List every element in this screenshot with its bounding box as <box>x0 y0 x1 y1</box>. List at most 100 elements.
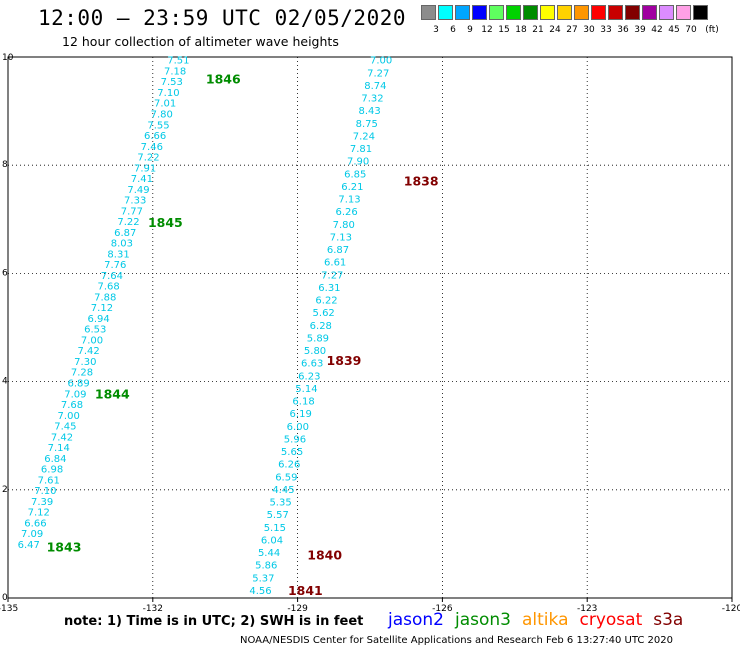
legend-label: 9 <box>467 25 473 35</box>
wave-height-value: 7.68 <box>61 400 83 411</box>
y-tick-label: 0 <box>2 593 8 603</box>
wave-height-value: 7.32 <box>361 94 383 105</box>
legend-swatch <box>506 5 521 20</box>
wave-height-value: 7.81 <box>350 144 372 155</box>
pass-time-label: 1846 <box>206 72 241 87</box>
legend-swatch <box>693 5 708 20</box>
wave-height-value: 6.47 <box>18 540 40 551</box>
wave-height-value: 6.85 <box>344 169 366 180</box>
wave-height-value: 7.13 <box>330 232 352 243</box>
wave-height-value: 5.35 <box>269 498 291 509</box>
legend-label: 70 <box>685 25 697 35</box>
wave-height-value: 8.75 <box>356 119 378 130</box>
satellite-name: jason2 <box>388 610 444 630</box>
legend-swatch <box>591 5 606 20</box>
legend-label: 39 <box>634 25 646 35</box>
wave-height-value: 8.43 <box>359 106 381 117</box>
wave-height-value: 6.23 <box>298 371 320 382</box>
pass-time-label: 1838 <box>404 173 439 188</box>
wave-height-value: 5.96 <box>284 434 306 445</box>
legend-swatch <box>608 5 623 20</box>
wave-height-value: 7.14 <box>48 443 70 454</box>
wave-height-value: 6.21 <box>341 182 363 193</box>
wave-height-value: 6.00 <box>287 422 309 433</box>
wave-height-value: 6.87 <box>327 245 349 256</box>
wave-height-value: 7.22 <box>137 153 159 164</box>
legend-label: 15 <box>498 25 510 35</box>
legend-swatch <box>557 5 572 20</box>
wave-height-value: 7.30 <box>74 357 96 368</box>
legend-label: 36 <box>617 25 629 35</box>
pass-time-label: 1844 <box>95 387 130 402</box>
wave-height-value: 7.33 <box>124 196 146 207</box>
wave-height-value: 7.00 <box>81 335 103 346</box>
wave-height-value: 6.53 <box>84 325 106 336</box>
y-tick-label: 10 <box>2 53 14 63</box>
chart-title: 12:00 – 23:59 UTC 02/05/2020 <box>38 6 407 30</box>
wave-height-value: 7.27 <box>367 68 389 79</box>
legend-label: 12 <box>481 25 493 35</box>
wave-height-value: 7.42 <box>51 432 73 443</box>
wave-height-value: 7.24 <box>353 131 375 142</box>
x-tick-label: -126 <box>432 604 453 614</box>
wave-height-value: 7.22 <box>117 217 139 228</box>
legend-unit: (ft) <box>705 25 719 35</box>
x-tick-label: -135 <box>0 604 18 614</box>
wave-height-value: 7.41 <box>131 174 153 185</box>
y-tick-label: 8 <box>2 160 8 170</box>
pass-time-label: 1839 <box>327 353 362 368</box>
wave-height-value: 7.10 <box>157 88 179 99</box>
wave-height-value: 7.49 <box>127 185 149 196</box>
wave-height-value: 7.09 <box>21 529 43 540</box>
x-tick-label: -129 <box>287 604 308 614</box>
wave-height-value: 6.89 <box>68 379 90 390</box>
wave-height-value: 4.56 <box>249 586 271 597</box>
wave-height-value: 5.37 <box>252 573 274 584</box>
legend-label: 45 <box>668 25 680 35</box>
chart-subtitle: 12 hour collection of altimeter wave hei… <box>62 34 339 49</box>
wave-height-value: 6.31 <box>318 283 340 294</box>
wave-height-value: 6.84 <box>44 454 66 465</box>
wave-height-value: 7.00 <box>370 56 392 67</box>
wave-height-value: 5.14 <box>295 384 317 395</box>
wave-height-value: 7.10 <box>34 486 56 497</box>
satellite-name: altika <box>522 610 569 630</box>
wave-height-value: 5.57 <box>267 510 289 521</box>
wave-height-value: 6.19 <box>290 409 312 420</box>
legend-label: 30 <box>583 25 595 35</box>
wave-height-value: 7.55 <box>147 120 169 131</box>
wave-height-value: 6.66 <box>144 131 166 142</box>
x-tick-label: -120 <box>722 604 740 614</box>
pass-time-label: 1845 <box>148 215 183 230</box>
wave-height-value: 7.39 <box>31 497 53 508</box>
wave-height-value: 6.66 <box>24 518 46 529</box>
y-tick-label: 6 <box>2 268 8 278</box>
wave-height-value: 7.42 <box>78 346 100 357</box>
wave-height-value: 7.01 <box>154 99 176 110</box>
wave-height-value: 7.28 <box>71 368 93 379</box>
satellite-name: cryosat <box>579 610 643 630</box>
wave-height-value: 6.18 <box>292 397 314 408</box>
wave-height-value: 6.28 <box>310 321 332 332</box>
wave-height-value: 6.26 <box>278 460 300 471</box>
legend-label: 24 <box>549 25 561 35</box>
wave-height-value: 6.98 <box>41 465 63 476</box>
wave-height-value: 6.94 <box>87 314 109 325</box>
legend-swatch <box>472 5 487 20</box>
legend-label: 42 <box>651 25 663 35</box>
wave-height-value: 7.91 <box>134 163 156 174</box>
wave-height-value: 8.03 <box>111 239 133 250</box>
legend-label: 6 <box>450 25 456 35</box>
wave-height-value: 7.68 <box>97 282 119 293</box>
wave-height-value: 7.90 <box>347 157 369 168</box>
legend-swatch <box>421 5 436 20</box>
wave-height-value: 7.27 <box>321 270 343 281</box>
wave-height-value: 5.89 <box>307 333 329 344</box>
map-frame <box>7 56 733 599</box>
wave-height-value: 6.61 <box>324 258 346 269</box>
legend-swatch <box>659 5 674 20</box>
wave-height-value: 7.46 <box>141 142 163 153</box>
wave-height-value: 7.18 <box>164 66 186 77</box>
wave-height-value: 7.12 <box>91 303 113 314</box>
